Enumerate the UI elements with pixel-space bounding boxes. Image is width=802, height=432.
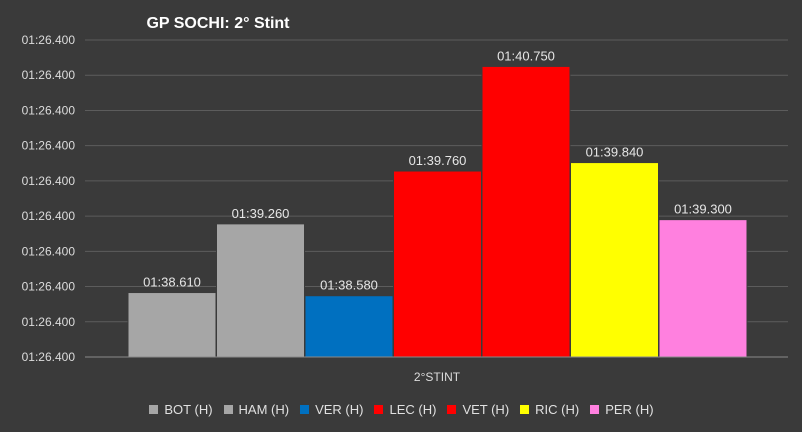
legend-label: HAM (H) [238, 402, 290, 417]
legend-item: BOT (H) [148, 402, 213, 417]
bar-lec [393, 170, 482, 358]
legend-item: LEC (H) [373, 402, 436, 417]
legend-swatch [299, 404, 311, 415]
legend-label: RIC (H) [535, 402, 580, 417]
y-tick-label: 01:26.400 [22, 139, 76, 153]
legend-label: LEC (H) [389, 402, 437, 417]
legend-label: PER (H) [605, 402, 654, 417]
data-label: 01:39.760 [409, 153, 467, 168]
legend-item: HAM (H) [222, 402, 290, 417]
data-labels: 01:38.610 01:39.260 01:38.580 01:39.760 01:4… [143, 48, 732, 292]
legend-item: RIC (H) [519, 402, 579, 417]
legend-item: PER (H) [589, 402, 654, 417]
y-tick-label: 01:26.400 [22, 103, 76, 117]
bar-ham [216, 223, 305, 358]
data-label: 01:38.580 [320, 278, 378, 293]
y-tick-label: 01:26.400 [22, 244, 76, 258]
bar-ric [570, 162, 659, 358]
chart-title: GP SOCHI: 2° Stint [146, 15, 290, 32]
y-tick-label: 01:26.400 [22, 33, 76, 47]
bar-per [658, 219, 748, 358]
bar-vet [481, 65, 571, 358]
legend-label: VER (H) [315, 402, 364, 417]
legend-label: VET (H) [462, 402, 510, 417]
data-label: 01:39.300 [674, 202, 732, 217]
y-tick-label: 01:26.400 [22, 280, 76, 294]
y-tick-label: 01:26.400 [22, 174, 76, 188]
legend-swatch [589, 404, 601, 415]
data-label: 01:38.610 [143, 275, 201, 290]
legend-item: VET (H) [446, 402, 509, 417]
legend: BOT (H) HAM (H) VER (H) LEC (H) VET (H) RIC (… [0, 402, 802, 417]
y-tick-label: 01:26.400 [22, 350, 76, 364]
legend-swatch [148, 404, 160, 415]
y-tick-label: 01:26.400 [22, 315, 76, 329]
data-label: 01:39.840 [586, 145, 644, 160]
y-tick-label: 01:26.400 [22, 68, 76, 82]
bars [127, 65, 748, 358]
bar-bot [127, 292, 217, 358]
legend-swatch [373, 404, 385, 415]
x-category-label: 2°STINT [414, 370, 461, 384]
y-tick-label: 01:26.400 [22, 209, 76, 223]
legend-item: VER (H) [299, 402, 363, 417]
legend-swatch [519, 404, 531, 415]
data-label: 01:39.260 [232, 206, 290, 221]
legend-swatch [446, 404, 458, 415]
bar-ver [304, 295, 394, 358]
legend-label: BOT (H) [164, 402, 213, 417]
y-axis-ticks: 01:26.400 01:26.400 01:26.400 01:26.400 01:2… [22, 33, 76, 364]
data-label: 01:40.750 [497, 48, 555, 63]
legend-swatch [222, 404, 234, 415]
bar-chart: 01:26.400 01:26.400 01:26.400 01:26.400 01:2… [22, 15, 788, 384]
